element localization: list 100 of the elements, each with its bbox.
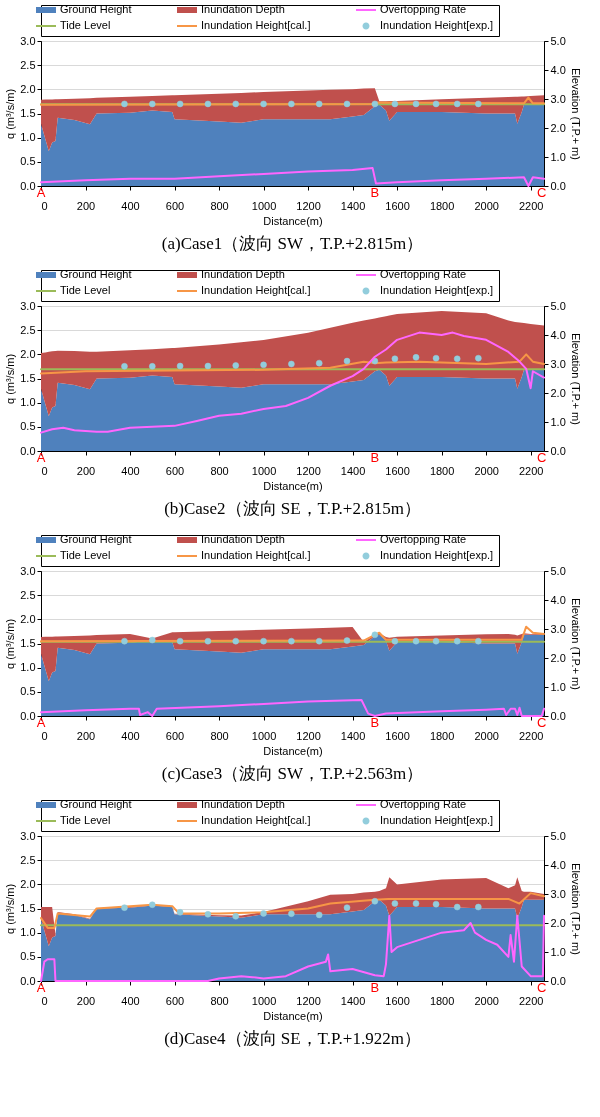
y2-axis-title: Elevation (T.P.+ m)	[569, 68, 582, 160]
x-tick-label: 1800	[429, 729, 455, 742]
x-tick-label: 0	[41, 464, 48, 477]
x-tick-label: 800	[210, 994, 229, 1007]
y-tick-label: 2.5	[20, 853, 36, 866]
x-tick-label: 2200	[518, 994, 544, 1007]
point	[343, 357, 351, 365]
x-tick-label: 800	[210, 729, 229, 742]
y-tick-label: 3.0	[20, 564, 36, 577]
point	[176, 362, 184, 370]
x-tick-label: 400	[121, 464, 140, 477]
y-tick-label: 1.0	[20, 661, 36, 674]
annotation: C	[537, 980, 547, 995]
y2-tick-label: 0.0	[550, 974, 566, 987]
point	[315, 911, 323, 919]
y2-tick-label: 2.0	[550, 121, 566, 134]
point	[371, 898, 379, 905]
x-tick-label: 400	[121, 199, 140, 212]
x-tick-label: 1600	[385, 464, 410, 477]
line-series	[40, 353, 545, 375]
annotation: B	[370, 185, 380, 200]
legend-label: Inundation Height[exp.]	[380, 814, 494, 826]
x-tick-label: 1600	[385, 199, 410, 212]
point	[121, 363, 128, 370]
y2-tick-label: 2.0	[550, 386, 566, 399]
x-tick-label: 2200	[518, 729, 544, 742]
y-tick-label: 1.5	[20, 107, 36, 119]
y-axis-title: q (m³/s/m)	[4, 88, 17, 140]
y-tick-label: 1.0	[20, 131, 36, 144]
x-tick-label: 1200	[296, 729, 321, 742]
annotation: C	[537, 450, 547, 465]
x-tick-label: 1200	[296, 994, 321, 1007]
legend-label: Inundation Height[cal.]	[201, 549, 311, 561]
x-tick-label: 2000	[474, 729, 499, 742]
x-tick-label: 600	[165, 199, 185, 212]
point	[343, 904, 351, 911]
x-tick-label: 1200	[296, 464, 321, 477]
y2-tick-label: 0.0	[550, 444, 566, 457]
y2-tick-label: 0.0	[550, 709, 566, 722]
y-tick-label: 0.5	[20, 420, 36, 433]
x-tick-label: 800	[210, 199, 229, 212]
point	[121, 904, 128, 911]
y-tick-label: 3.0	[20, 34, 36, 47]
x-tick-label: 1600	[385, 994, 410, 1007]
x-tick-label: 1000	[251, 464, 277, 477]
y2-tick-label: 4.0	[550, 328, 566, 341]
annotation: C	[537, 715, 547, 730]
y-tick-label: 0.0	[20, 709, 36, 722]
x-tick-label: 0	[41, 729, 48, 742]
point	[391, 900, 399, 907]
y-tick-label: 2.0	[20, 82, 36, 95]
y2-tick-label: 3.0	[550, 92, 566, 105]
y2-tick-label: 0.0	[550, 179, 566, 192]
y-tick-label: 1.5	[20, 902, 36, 914]
y-tick-label: 2.0	[20, 347, 36, 360]
y-axis-title: q (m³/s/m)	[4, 618, 17, 670]
y2-tick-label: 3.0	[550, 357, 566, 370]
y-tick-label: 1.0	[20, 396, 36, 409]
y-tick-label: 2.0	[20, 877, 36, 890]
y-tick-label: 2.5	[20, 323, 36, 336]
y-tick-label: 0.5	[20, 155, 36, 168]
y2-tick-label: 1.0	[550, 415, 566, 428]
x-tick-label: 1400	[340, 729, 366, 742]
x-tick-label: 200	[76, 199, 96, 212]
x-tick-label: 200	[76, 729, 96, 742]
point	[260, 910, 267, 917]
legend-label: Inundation Height[exp.]	[380, 284, 494, 296]
point	[453, 355, 461, 363]
x-tick-label: 1000	[251, 729, 277, 742]
annotation: A	[36, 185, 46, 200]
x-tick-label: 600	[165, 464, 185, 477]
y2-axis-title: Elevation (T.P.+ m)	[569, 863, 582, 955]
y-tick-label: 1.5	[20, 372, 36, 384]
point	[288, 360, 295, 368]
x-tick-label: 1800	[429, 199, 455, 212]
point	[149, 901, 156, 908]
point	[432, 900, 440, 908]
y2-tick-label: 5.0	[550, 34, 566, 47]
x-tick-label: 1400	[340, 464, 366, 477]
point	[232, 913, 239, 920]
x-axis-title: Distance(m)	[263, 744, 323, 757]
y2-tick-label: 5.0	[550, 299, 566, 312]
annotation: B	[370, 450, 380, 465]
y-tick-label: 2.5	[20, 58, 36, 71]
x-tick-label: 400	[121, 729, 140, 742]
line-series	[40, 892, 545, 929]
y2-tick-label: 4.0	[550, 63, 566, 76]
point	[176, 909, 184, 916]
y-tick-label: 2.0	[20, 612, 36, 625]
x-tick-label: 1000	[251, 199, 277, 212]
x-tick-label: 1000	[251, 994, 277, 1007]
point	[232, 362, 239, 369]
x-tick-label: 1400	[340, 199, 366, 212]
point	[453, 903, 461, 911]
y-tick-label: 0.0	[20, 444, 36, 457]
y2-tick-label: 1.0	[550, 680, 566, 693]
y-tick-label: 2.5	[20, 588, 36, 601]
y2-tick-label: 1.0	[550, 150, 566, 163]
point	[391, 355, 399, 363]
point	[412, 354, 420, 361]
